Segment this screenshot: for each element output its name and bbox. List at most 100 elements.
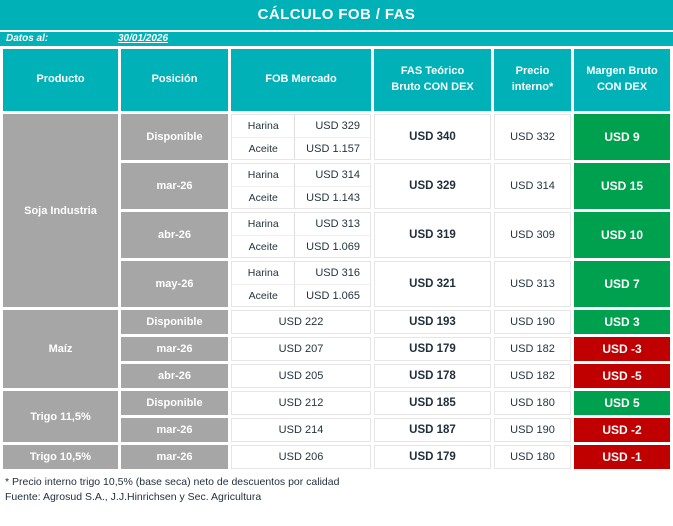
position-cell: mar-26 — [121, 163, 228, 209]
position-cell: mar-26 — [121, 337, 228, 361]
fob-fas-table: Producto Posición FOB Mercado FAS Teóric… — [0, 46, 673, 472]
position-cell: Disponible — [121, 310, 228, 334]
col-header-fas-teorico: FAS Teórico Bruto CON DEX — [374, 49, 491, 111]
precio-interno-cell: USD 190 — [494, 310, 571, 334]
fob-item-label: Harina — [232, 213, 296, 235]
fob-item-label: Aceite — [232, 284, 296, 306]
col-header-margen-bruto: Margen Bruto CON DEX — [574, 49, 670, 111]
fas-teorico-cell: USD 321 — [374, 261, 491, 307]
table-row: Maíz Disponible USD 222 USD 193 USD 190 USD 3 — [3, 310, 670, 388]
table-body: Soja Industria Disponible Harina USD 329 Ace… — [3, 114, 670, 469]
footnote-precio-interno: * Precio interno trigo 10,5% (base seca)… — [5, 476, 340, 488]
footnotes: * Precio interno trigo 10,5% (base seca)… — [0, 475, 673, 505]
table-header: Producto Posición FOB Mercado FAS Teóric… — [3, 49, 670, 111]
precio-interno-cell: USD 190 — [494, 418, 571, 442]
precio-interno-cell: USD 182 — [494, 364, 571, 388]
fob-item-value: USD 1.157 — [295, 137, 370, 159]
fob-mercado-cell: USD 214 — [231, 418, 371, 442]
precio-interno-cell: USD 332 — [494, 114, 571, 160]
table-row: Soja Industria Disponible Harina USD 329 Ace… — [3, 114, 670, 307]
footnote-fuente: Fuente: Agrosud S.A., J.J.Hinrichsen y S… — [5, 491, 262, 503]
table-row: may-26 Harina USD 316 Aceite USD 1.065 USD 32… — [3, 261, 670, 307]
product-cell: Maíz — [3, 310, 118, 388]
fas-teorico-cell: USD 179 — [374, 337, 491, 361]
fob-item-label: Aceite — [232, 186, 296, 208]
fob-mercado-cell: USD 207 — [231, 337, 371, 361]
margen-bruto-cell: USD -5 — [574, 364, 670, 388]
table-row: abr-26 Harina USD 313 Aceite USD 1.069 USD 31… — [3, 212, 670, 258]
position-cell: mar-26 — [121, 445, 228, 469]
margen-bruto-cell: USD 15 — [574, 163, 670, 209]
meta-bar: Datos al: 30/01/2026 — [0, 32, 673, 46]
fob-fas-report: CÁLCULO FOB / FAS Datos al: 30/01/2026 Pr… — [0, 0, 673, 505]
col-header-precio-interno: Precio interno* — [494, 49, 571, 111]
fas-teorico-cell: USD 187 — [374, 418, 491, 442]
meta-label: Datos al: — [6, 33, 49, 44]
fas-teorico-cell: USD 340 — [374, 114, 491, 160]
precio-interno-cell: USD 309 — [494, 212, 571, 258]
fob-split: Harina USD 316 Aceite USD 1.065 — [232, 262, 370, 306]
position-cell: abr-26 — [121, 212, 228, 258]
fob-item-value: USD 1.069 — [295, 235, 370, 257]
product-cell: Trigo 10,5% — [3, 445, 118, 469]
precio-interno-cell: USD 180 — [494, 445, 571, 469]
margen-bruto-cell: USD 5 — [574, 391, 670, 415]
product-cell: Trigo 11,5% — [3, 391, 118, 442]
table-row: mar-26 USD 207 USD 179 USD 182 USD -3 — [3, 337, 670, 361]
precio-interno-cell: USD 314 — [494, 163, 571, 209]
fas-teorico-cell: USD 319 — [374, 212, 491, 258]
fob-mercado-cell: USD 205 — [231, 364, 371, 388]
fas-teorico-cell: USD 178 — [374, 364, 491, 388]
margen-bruto-cell: USD 9 — [574, 114, 670, 160]
fob-split: Harina USD 329 Aceite USD 1.157 — [232, 115, 370, 159]
fob-mercado-cell: Harina USD 316 Aceite USD 1.065 — [231, 261, 371, 307]
fob-split: Harina USD 314 Aceite USD 1.143 — [232, 164, 370, 208]
margen-bruto-cell: USD -2 — [574, 418, 670, 442]
fob-mercado-cell: Harina USD 329 Aceite USD 1.157 — [231, 114, 371, 160]
precio-interno-cell: USD 313 — [494, 261, 571, 307]
margen-bruto-cell: USD -1 — [574, 445, 670, 469]
fob-split: Harina USD 313 Aceite USD 1.069 — [232, 213, 370, 257]
page-title: CÁLCULO FOB / FAS — [0, 0, 673, 30]
position-cell: Disponible — [121, 391, 228, 415]
precio-interno-cell: USD 182 — [494, 337, 571, 361]
fob-mercado-cell: USD 222 — [231, 310, 371, 334]
fob-item-value: USD 314 — [315, 169, 360, 181]
fob-item-label: Harina — [232, 262, 296, 284]
position-cell: Disponible — [121, 114, 228, 160]
table-row: Trigo 10,5% mar-26 USD 206 USD 179 USD 180 US… — [3, 445, 670, 469]
table-row: abr-26 USD 205 USD 178 USD 182 USD -5 — [3, 364, 670, 388]
fob-item-value: USD 329 — [315, 120, 360, 132]
fob-item-label: Aceite — [232, 235, 296, 257]
table-row: Trigo 11,5% Disponible USD 212 USD 185 USD 1… — [3, 391, 670, 442]
fob-mercado-cell: USD 212 — [231, 391, 371, 415]
col-header-fob-mercado: FOB Mercado — [231, 49, 371, 111]
fob-item-value: USD 1.065 — [295, 284, 370, 306]
fas-teorico-cell: USD 179 — [374, 445, 491, 469]
fob-item-value: USD 1.143 — [295, 186, 370, 208]
col-header-producto: Producto — [3, 49, 118, 111]
margen-bruto-cell: USD -3 — [574, 337, 670, 361]
table-row: mar-26 Harina USD 314 Aceite USD 1.143 USD 32… — [3, 163, 670, 209]
fob-mercado-cell: Harina USD 314 Aceite USD 1.143 — [231, 163, 371, 209]
col-header-posicion: Posición — [121, 49, 228, 111]
product-cell: Soja Industria — [3, 114, 118, 307]
fob-mercado-cell: USD 206 — [231, 445, 371, 469]
fob-item-label: Aceite — [232, 137, 296, 159]
fob-item-label: Harina — [232, 115, 296, 137]
margen-bruto-cell: USD 7 — [574, 261, 670, 307]
precio-interno-cell: USD 180 — [494, 391, 571, 415]
margen-bruto-cell: USD 10 — [574, 212, 670, 258]
table-row: mar-26 USD 214 USD 187 USD 190 USD -2 — [3, 418, 670, 442]
fob-item-label: Harina — [232, 164, 296, 186]
fas-teorico-cell: USD 329 — [374, 163, 491, 209]
fob-item-value: USD 316 — [315, 267, 360, 279]
margen-bruto-cell: USD 3 — [574, 310, 670, 334]
fas-teorico-cell: USD 185 — [374, 391, 491, 415]
position-cell: abr-26 — [121, 364, 228, 388]
position-cell: may-26 — [121, 261, 228, 307]
fob-mercado-cell: Harina USD 313 Aceite USD 1.069 — [231, 212, 371, 258]
meta-date: 30/01/2026 — [118, 33, 169, 44]
fas-teorico-cell: USD 193 — [374, 310, 491, 334]
position-cell: mar-26 — [121, 418, 228, 442]
